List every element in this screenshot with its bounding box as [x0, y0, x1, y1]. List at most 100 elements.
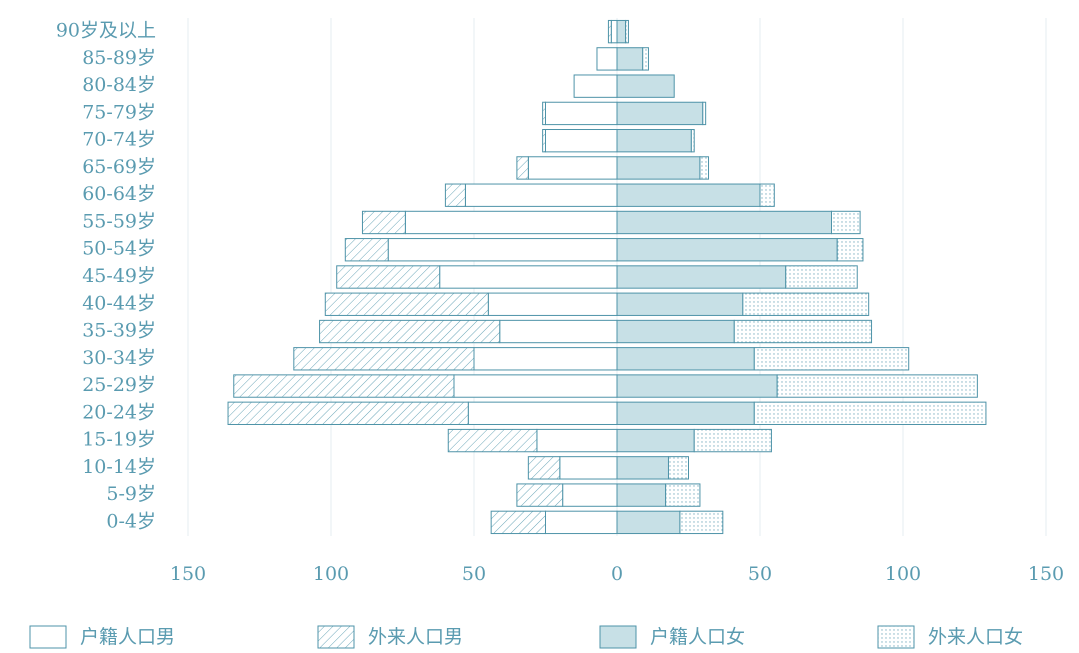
bar [453, 374, 618, 398]
bar [616, 374, 778, 398]
bar [233, 374, 455, 398]
bar [665, 483, 701, 507]
bar [404, 210, 618, 235]
bar [616, 19, 627, 44]
x-tick-label: 150 [1028, 563, 1064, 585]
bar [467, 401, 618, 425]
bar [444, 183, 466, 207]
y-tick-label: 5-9岁 [106, 483, 156, 505]
y-tick-label: 10-14岁 [82, 456, 156, 478]
bar [227, 401, 469, 425]
bar [464, 183, 618, 207]
bar [616, 428, 695, 453]
bar [753, 401, 987, 425]
bar [616, 47, 644, 71]
bar [699, 156, 710, 180]
bar [542, 129, 547, 153]
bar [487, 292, 618, 316]
bar [573, 74, 618, 98]
bar [293, 347, 475, 371]
legend-swatch [317, 625, 355, 649]
y-tick-label: 85-89岁 [82, 47, 156, 69]
legend-swatch [29, 625, 67, 649]
legend-swatch [877, 625, 915, 649]
bar [559, 456, 618, 480]
bar [527, 156, 618, 180]
bar [690, 129, 695, 153]
bar [447, 428, 538, 453]
bar [516, 156, 529, 180]
bar [742, 292, 870, 316]
bar [324, 292, 489, 316]
legend-label: 外来人口女 [928, 626, 1023, 648]
x-tick-label: 150 [170, 563, 206, 585]
bar [344, 238, 389, 262]
x-tick-label: 50 [462, 563, 486, 585]
legend-label: 户籍人口男 [80, 626, 175, 648]
y-tick-label: 55-59岁 [82, 210, 156, 232]
bar [616, 74, 675, 98]
bar [679, 510, 724, 535]
bar [831, 210, 861, 235]
bar [733, 319, 873, 344]
legend-label: 外来人口男 [368, 626, 463, 648]
bar [607, 19, 612, 44]
bar [536, 428, 618, 453]
bar [545, 101, 618, 126]
bar [616, 401, 755, 425]
bar [616, 347, 755, 371]
bar [616, 483, 667, 507]
y-tick-label: 40-44岁 [82, 292, 156, 314]
bar [642, 47, 649, 71]
legend-swatch [599, 625, 637, 649]
y-tick-label: 70-74岁 [82, 129, 156, 151]
bar [785, 265, 858, 289]
bar [616, 510, 681, 535]
y-tick-label: 15-19岁 [82, 429, 156, 451]
bar [616, 265, 787, 289]
y-tick-label: 80-84岁 [82, 74, 156, 96]
y-tick-label: 75-79岁 [82, 101, 156, 123]
bar [616, 319, 735, 344]
bar [473, 347, 618, 371]
bar [616, 183, 761, 207]
bar [596, 47, 618, 71]
bar [562, 483, 618, 507]
bar [759, 183, 775, 207]
bar [336, 265, 441, 289]
bar [387, 238, 618, 262]
y-tick-label: 35-39岁 [82, 320, 156, 342]
bar [516, 483, 564, 507]
bar [527, 456, 561, 480]
bar [439, 265, 618, 289]
bar [616, 156, 701, 180]
y-tick-label: 90岁及以上 [56, 20, 156, 42]
bar [702, 101, 707, 126]
x-tick-label: 50 [748, 563, 772, 585]
bar [616, 238, 838, 262]
bar [545, 129, 618, 153]
bar [361, 210, 406, 235]
bar [499, 319, 618, 344]
bar [616, 456, 669, 480]
bar [693, 428, 772, 453]
bar [616, 101, 704, 126]
bar [836, 238, 864, 262]
bar [490, 510, 547, 535]
y-tick-label: 20-24岁 [82, 401, 156, 423]
y-tick-label: 25-29岁 [82, 374, 156, 396]
bar [616, 210, 832, 235]
x-tick-label: 100 [885, 563, 921, 585]
bar [625, 19, 629, 44]
x-tick-label: 100 [313, 563, 349, 585]
y-tick-label: 30-34岁 [82, 347, 156, 369]
x-tick-label: 0 [611, 563, 623, 585]
legend-label: 户籍人口女 [650, 626, 745, 648]
bar [753, 347, 910, 371]
bar [616, 292, 744, 316]
y-tick-label: 60-64岁 [82, 183, 156, 205]
bar [319, 319, 501, 344]
bar [667, 456, 689, 480]
bar [616, 129, 692, 153]
